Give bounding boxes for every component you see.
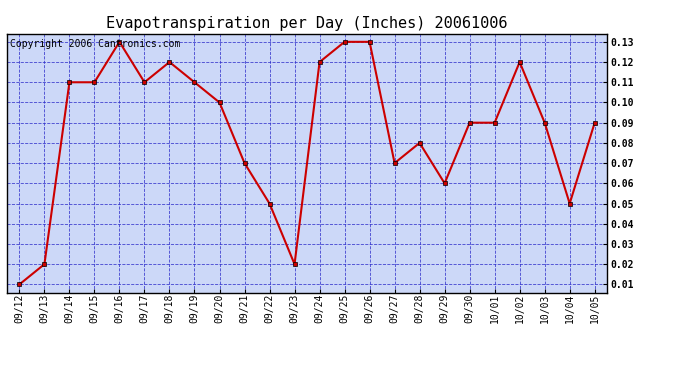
Text: Copyright 2006 Cantronics.com: Copyright 2006 Cantronics.com [10, 39, 180, 49]
Title: Evapotranspiration per Day (Inches) 20061006: Evapotranspiration per Day (Inches) 2006… [106, 16, 508, 31]
